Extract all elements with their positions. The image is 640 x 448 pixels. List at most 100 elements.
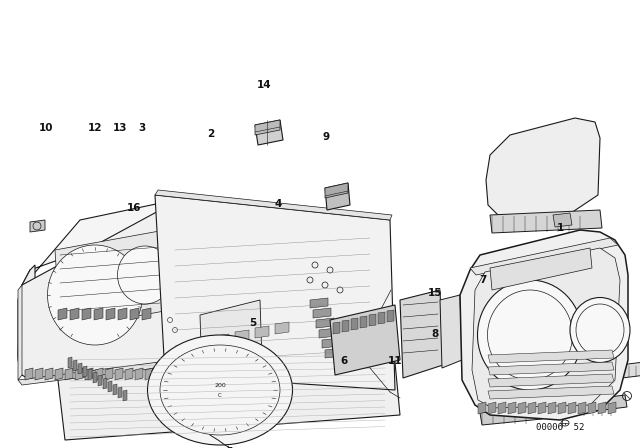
Polygon shape <box>130 308 139 320</box>
Polygon shape <box>488 386 614 399</box>
Polygon shape <box>486 118 600 215</box>
Polygon shape <box>118 387 122 398</box>
Text: 200: 200 <box>214 383 226 388</box>
Polygon shape <box>215 334 229 346</box>
Text: 15: 15 <box>428 289 442 298</box>
Polygon shape <box>553 213 572 227</box>
Polygon shape <box>255 120 280 135</box>
Polygon shape <box>70 308 79 320</box>
Polygon shape <box>195 338 209 350</box>
Polygon shape <box>488 350 614 363</box>
Polygon shape <box>387 310 394 322</box>
Polygon shape <box>113 384 117 395</box>
Polygon shape <box>103 378 107 389</box>
Polygon shape <box>75 368 83 380</box>
Text: 11: 11 <box>388 356 403 366</box>
Polygon shape <box>83 366 87 377</box>
Polygon shape <box>440 295 462 368</box>
Polygon shape <box>480 407 542 425</box>
Polygon shape <box>342 320 349 332</box>
Polygon shape <box>55 230 170 330</box>
Ellipse shape <box>47 245 143 345</box>
Text: 1: 1 <box>556 224 564 233</box>
Text: C: C <box>218 392 222 397</box>
Text: 12: 12 <box>88 123 102 133</box>
Polygon shape <box>488 362 614 375</box>
Polygon shape <box>545 395 627 417</box>
Polygon shape <box>325 183 350 210</box>
Polygon shape <box>568 402 576 414</box>
Polygon shape <box>85 368 93 380</box>
Text: 9: 9 <box>323 132 330 142</box>
Polygon shape <box>255 326 269 338</box>
Polygon shape <box>45 368 53 380</box>
Polygon shape <box>369 314 376 326</box>
Ellipse shape <box>477 280 582 390</box>
Polygon shape <box>82 308 91 320</box>
Polygon shape <box>95 368 103 380</box>
Polygon shape <box>115 368 123 380</box>
Polygon shape <box>18 285 22 380</box>
Ellipse shape <box>147 335 292 445</box>
Text: 4: 4 <box>275 199 282 209</box>
Text: 13: 13 <box>113 123 127 133</box>
Polygon shape <box>108 381 112 392</box>
Polygon shape <box>325 348 343 358</box>
Polygon shape <box>93 372 97 383</box>
Polygon shape <box>518 402 526 414</box>
Polygon shape <box>528 402 536 414</box>
Polygon shape <box>620 360 640 378</box>
Polygon shape <box>18 200 185 380</box>
Polygon shape <box>125 368 133 380</box>
Text: 2: 2 <box>207 129 215 139</box>
Polygon shape <box>35 368 43 380</box>
Polygon shape <box>18 265 35 375</box>
Polygon shape <box>478 402 486 414</box>
Text: 10: 10 <box>39 123 53 133</box>
Polygon shape <box>470 238 618 275</box>
Polygon shape <box>155 368 163 380</box>
Polygon shape <box>351 318 358 330</box>
Polygon shape <box>18 360 180 385</box>
Polygon shape <box>20 200 190 290</box>
Polygon shape <box>105 368 113 380</box>
Polygon shape <box>78 363 82 374</box>
Polygon shape <box>68 357 72 368</box>
Polygon shape <box>325 183 348 198</box>
Polygon shape <box>145 368 153 380</box>
Polygon shape <box>316 318 334 328</box>
Polygon shape <box>255 120 283 145</box>
Polygon shape <box>508 402 516 414</box>
Polygon shape <box>123 390 127 401</box>
Polygon shape <box>322 338 340 348</box>
Polygon shape <box>400 290 443 378</box>
Polygon shape <box>73 360 77 371</box>
Ellipse shape <box>570 297 630 362</box>
Polygon shape <box>360 316 367 328</box>
Polygon shape <box>538 402 546 414</box>
Polygon shape <box>55 310 400 440</box>
Polygon shape <box>118 308 127 320</box>
Polygon shape <box>608 402 616 414</box>
Polygon shape <box>135 368 143 380</box>
Polygon shape <box>378 312 385 324</box>
Polygon shape <box>106 308 115 320</box>
Polygon shape <box>25 368 33 380</box>
Polygon shape <box>98 375 102 386</box>
Polygon shape <box>460 230 628 420</box>
Polygon shape <box>65 368 73 380</box>
Polygon shape <box>155 190 392 220</box>
Polygon shape <box>490 210 602 233</box>
Text: 14: 14 <box>257 80 271 90</box>
Text: 7: 7 <box>479 275 487 285</box>
Polygon shape <box>200 300 262 375</box>
Polygon shape <box>488 374 614 387</box>
Polygon shape <box>142 308 151 320</box>
Text: 5: 5 <box>249 318 257 327</box>
Polygon shape <box>94 308 103 320</box>
Text: 16: 16 <box>127 203 141 213</box>
Polygon shape <box>558 402 566 414</box>
Text: 6: 6 <box>340 356 348 366</box>
Polygon shape <box>88 369 92 380</box>
Polygon shape <box>598 402 606 414</box>
